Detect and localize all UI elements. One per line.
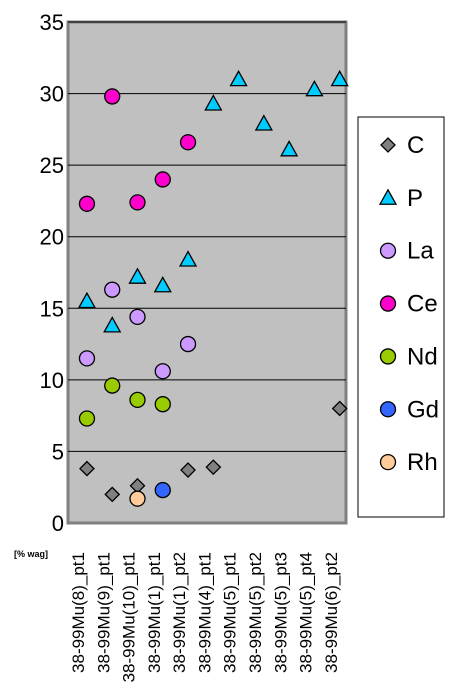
x-category-label: 38-99Mu(10)_pt1 bbox=[120, 552, 139, 682]
x-category-label: 38-99Mu(1)_pt2 bbox=[170, 552, 189, 673]
legend-marker-c bbox=[380, 137, 396, 153]
data-point-p bbox=[280, 140, 299, 157]
data-point-gd bbox=[154, 481, 171, 499]
data-markers bbox=[77, 69, 349, 507]
legend-label-gd: Gd bbox=[407, 396, 439, 423]
data-point-p bbox=[77, 291, 97, 309]
plot-area bbox=[66, 20, 348, 525]
data-point-p bbox=[305, 79, 324, 97]
x-category-label: 38-99Mu(8)_pt1 bbox=[69, 552, 88, 673]
data-point-la bbox=[129, 308, 146, 326]
data-point-p bbox=[128, 267, 147, 284]
data-point-p bbox=[254, 114, 273, 131]
data-point-p bbox=[103, 316, 122, 333]
unit-label: [% wag] bbox=[14, 549, 48, 559]
y-tick-label: 20 bbox=[40, 225, 64, 250]
data-point-ce bbox=[104, 88, 121, 105]
legend-label-rh: Rh bbox=[407, 449, 438, 476]
x-category-label: 38-99Mu(5)_pt2 bbox=[246, 552, 265, 673]
legend-marker-nd bbox=[379, 348, 397, 365]
data-point-c bbox=[104, 486, 121, 503]
data-point-c bbox=[180, 462, 196, 478]
y-tick-label: 30 bbox=[40, 82, 64, 107]
data-point-la bbox=[78, 350, 96, 367]
legend-label-c: C bbox=[407, 132, 424, 159]
y-tick-label: 15 bbox=[40, 296, 64, 321]
x-axis-categories: 38-99Mu(8)_pt1 38-99Mu(9)_pt1 38-99Mu(10)_… bbox=[69, 552, 341, 682]
x-category-label: 38-99Mu(5)_pt4 bbox=[297, 552, 316, 673]
data-point-nd bbox=[104, 377, 121, 394]
x-category-label: 38-99Mu(1)_pt1 bbox=[145, 552, 164, 673]
data-point-la bbox=[104, 281, 121, 298]
y-tick-label: 0 bbox=[52, 511, 64, 536]
data-point-rh bbox=[129, 490, 146, 507]
data-point-c bbox=[331, 400, 348, 417]
legend-label-ce: Ce bbox=[407, 291, 438, 318]
data-point-nd bbox=[78, 410, 96, 427]
data-point-la bbox=[179, 335, 197, 353]
y-axis-ticks: 0 5 10 15 20 25 30 35 bbox=[40, 10, 64, 536]
data-point-c bbox=[79, 460, 95, 477]
legend-marker-ce bbox=[379, 295, 397, 312]
legend-marker-la bbox=[379, 242, 397, 259]
data-point-la bbox=[154, 363, 171, 380]
y-tick-label: 10 bbox=[40, 368, 64, 393]
legend-label-p: P bbox=[407, 185, 423, 212]
data-point-nd bbox=[154, 396, 171, 413]
data-point-nd bbox=[129, 391, 146, 409]
data-point-ce bbox=[78, 195, 96, 212]
y-tick-label: 25 bbox=[40, 153, 64, 178]
x-category-label: 38-99Mu(4)_pt1 bbox=[195, 552, 214, 673]
legend-label-nd: Nd bbox=[407, 343, 438, 370]
legend-marker-gd bbox=[379, 401, 397, 418]
data-point-ce bbox=[179, 134, 197, 151]
data-point-ce bbox=[129, 194, 146, 211]
data-point-c bbox=[205, 459, 222, 476]
legend-marker-p bbox=[378, 188, 398, 205]
legend-marker-rh bbox=[379, 453, 397, 471]
legend-box bbox=[357, 116, 445, 518]
x-category-label: 38-99Mu(5)_pt3 bbox=[271, 552, 290, 673]
data-point-ce bbox=[154, 171, 171, 188]
y-tick-label: 35 bbox=[40, 10, 64, 35]
data-point-p bbox=[330, 69, 349, 87]
data-point-p bbox=[229, 69, 248, 87]
data-point-p bbox=[204, 94, 223, 111]
x-category-label: 38-99Mu(6)_pt2 bbox=[322, 552, 341, 673]
x-category-label: 38-99Mu(9)_pt1 bbox=[94, 552, 113, 673]
legend: CP La Ce Nd Gd Rh bbox=[357, 116, 445, 518]
data-point-p bbox=[178, 250, 198, 267]
legend-label-la: La bbox=[407, 238, 434, 265]
x-category-label: 38-99Mu(5)_pt1 bbox=[221, 552, 240, 673]
data-point-p bbox=[153, 276, 172, 293]
y-tick-label: 5 bbox=[52, 439, 64, 464]
